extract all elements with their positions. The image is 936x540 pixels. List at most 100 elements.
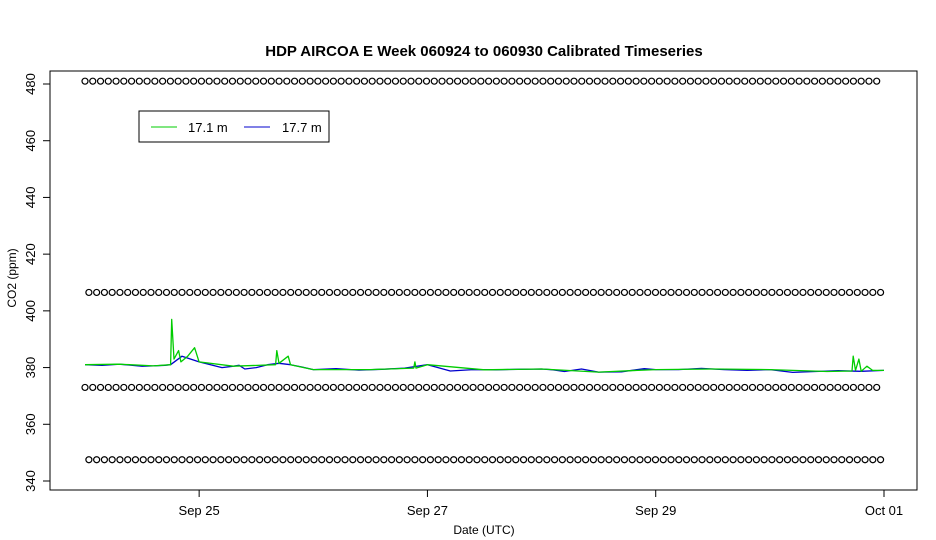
marker-2-15	[197, 383, 206, 392]
marker-0-99	[849, 77, 858, 85]
marker-2-38	[376, 383, 384, 392]
marker-1-60	[550, 288, 559, 297]
marker-1-72	[644, 288, 652, 297]
marker-3-37	[372, 456, 380, 464]
marker-3-51	[481, 456, 489, 464]
marker-0-2	[96, 77, 105, 85]
marker-0-49	[461, 77, 469, 85]
marker-0-91	[787, 77, 795, 85]
marker-0-55	[508, 77, 516, 85]
marker-1-63	[574, 288, 582, 297]
y-axis-label: CO2 (ppm)	[5, 248, 19, 307]
marker-2-20	[236, 383, 244, 392]
marker-2-10	[159, 383, 167, 392]
y-tick-label-480: 480	[23, 73, 38, 95]
marker-1-48	[457, 288, 466, 297]
marker-3-15	[201, 456, 209, 464]
marker-2-14	[190, 383, 198, 392]
marker-3-83	[729, 456, 737, 464]
marker-2-98	[842, 383, 850, 392]
marker-0-5	[120, 77, 128, 85]
marker-1-87	[760, 288, 768, 297]
x-tick-label-31: Oct 01	[865, 503, 903, 518]
marker-2-83	[725, 383, 733, 392]
marker-3-2	[100, 456, 109, 464]
marker-0-27	[290, 77, 299, 85]
marker-0-21	[244, 77, 252, 85]
marker-0-79	[694, 77, 702, 85]
marker-1-20	[240, 288, 248, 297]
marker-2-23	[259, 383, 268, 392]
marker-2-5	[120, 383, 128, 392]
marker-0-31	[322, 77, 330, 85]
marker-3-29	[310, 456, 318, 464]
marker-3-66	[597, 456, 605, 464]
marker-3-17	[217, 456, 225, 464]
marker-3-8	[147, 456, 155, 464]
marker-3-73	[651, 456, 660, 464]
marker-0-11	[166, 77, 174, 85]
marker-0-43	[415, 77, 423, 85]
marker-3-82	[721, 456, 729, 464]
marker-3-43	[419, 456, 427, 464]
marker-2-47	[446, 383, 454, 392]
marker-0-35	[353, 77, 361, 85]
marker-0-56	[516, 77, 524, 85]
marker-1-47	[450, 288, 458, 297]
marker-1-102	[876, 288, 885, 297]
marker-1-5	[124, 288, 132, 297]
marker-2-17	[213, 383, 221, 392]
marker-3-40	[395, 456, 403, 464]
marker-3-28	[302, 456, 310, 464]
marker-3-12	[178, 456, 186, 464]
marker-0-18	[221, 77, 229, 85]
marker-0-38	[376, 77, 384, 85]
y-axis: 340 360 380 400 420 440 460 480	[23, 73, 50, 492]
chart-title: HDP AIRCOA E Week 060924 to 060930 Calib…	[265, 43, 702, 60]
marker-0-57	[523, 77, 532, 85]
marker-3-88	[768, 456, 776, 464]
marker-1-84	[737, 288, 745, 297]
marker-1-32	[333, 288, 341, 297]
marker-0-15	[197, 77, 206, 85]
marker-3-101	[869, 456, 877, 464]
marker-1-51	[481, 288, 489, 297]
marker-1-59	[543, 288, 551, 297]
marker-3-42	[411, 456, 419, 464]
marker-2-77	[679, 383, 687, 392]
marker-2-54	[500, 383, 508, 392]
marker-3-91	[791, 456, 799, 464]
marker-1-28	[302, 288, 310, 297]
marker-2-27	[290, 383, 299, 392]
marker-0-89	[772, 77, 780, 85]
marker-0-51	[477, 77, 485, 85]
marker-1-41	[403, 288, 411, 297]
marker-3-38	[380, 456, 388, 464]
marker-0-70	[624, 77, 632, 85]
marker-1-0	[85, 288, 93, 297]
marker-1-58	[535, 288, 543, 297]
marker-2-1	[89, 383, 97, 392]
marker-3-45	[434, 456, 442, 464]
marker-3-65	[589, 456, 597, 464]
y-tick-label-440: 440	[23, 187, 38, 209]
marker-3-21	[248, 456, 256, 464]
marker-2-67	[601, 383, 609, 392]
marker-0-95	[818, 77, 826, 85]
marker-0-24	[267, 77, 275, 85]
marker-0-77	[679, 77, 687, 85]
marker-0-67	[601, 77, 609, 85]
marker-3-14	[193, 456, 202, 464]
marker-1-35	[356, 288, 365, 297]
marker-2-37	[368, 383, 376, 392]
marker-0-62	[562, 77, 570, 85]
marker-1-29	[310, 288, 318, 297]
marker-0-44	[422, 77, 431, 85]
marker-0-69	[616, 77, 625, 85]
marker-2-21	[244, 383, 252, 392]
marker-3-77	[682, 456, 691, 464]
legend: 17.1 m 17.7 m	[138, 110, 330, 143]
marker-0-78	[686, 77, 695, 85]
marker-2-71	[632, 383, 640, 392]
marker-0-61	[554, 77, 563, 85]
